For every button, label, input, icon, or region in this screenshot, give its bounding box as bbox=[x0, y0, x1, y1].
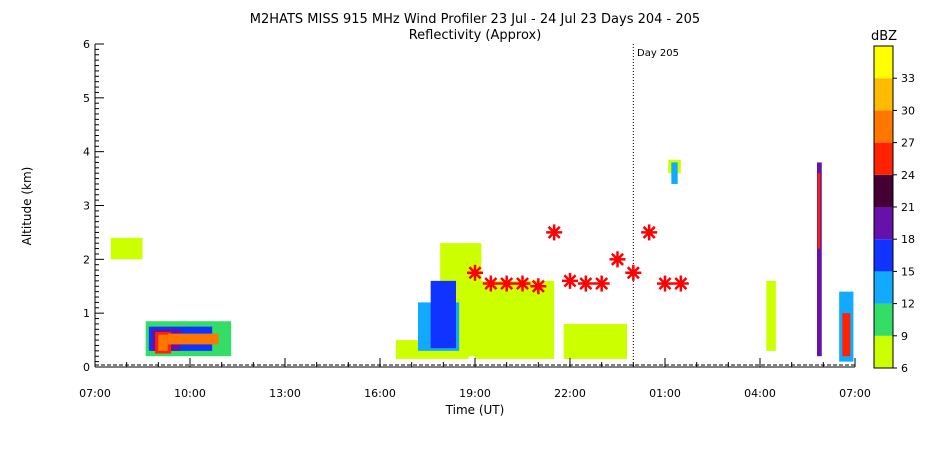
marker-stroke bbox=[531, 279, 545, 293]
marker-asterisk bbox=[482, 275, 499, 292]
colorbar-bin bbox=[874, 142, 893, 175]
marker-stroke bbox=[626, 266, 640, 280]
marker-stroke bbox=[516, 277, 529, 291]
y-tick-label: 3 bbox=[83, 200, 90, 213]
marker-stroke bbox=[468, 266, 482, 280]
reflectivity-region bbox=[817, 162, 822, 357]
marker-asterisk bbox=[562, 272, 578, 289]
marker-asterisk bbox=[530, 278, 547, 295]
reflectivity-region bbox=[842, 313, 851, 357]
marker-stroke bbox=[500, 277, 514, 291]
marker-stroke bbox=[674, 277, 688, 291]
marker-stroke bbox=[547, 225, 561, 239]
marker-stroke bbox=[642, 225, 656, 239]
x-tick-label: 04:00 bbox=[744, 387, 776, 400]
chart-subtitle: Reflectivity (Approx) bbox=[409, 28, 542, 43]
axes: 0 1 2 3 4 5 6 07:00 10:00 13:00 16:00 19:00 22:00 01:… bbox=[79, 38, 871, 400]
y-tick-label: 0 bbox=[83, 361, 90, 374]
reflectivity-region bbox=[430, 280, 456, 349]
reflectivity-region bbox=[167, 333, 219, 345]
marker-stroke bbox=[611, 252, 624, 266]
marker-asterisk bbox=[593, 275, 610, 292]
reflectivity-region bbox=[766, 280, 776, 351]
marker-asterisk bbox=[672, 275, 689, 292]
day-marker-label: Day 205 bbox=[637, 48, 679, 59]
colorbar-bin bbox=[874, 174, 893, 207]
colorbar-bin bbox=[874, 239, 893, 272]
colorbar-bin bbox=[874, 110, 893, 143]
y-tick-label: 5 bbox=[83, 92, 90, 105]
colorbar-bin bbox=[874, 303, 893, 336]
reflectivity-region bbox=[475, 280, 555, 359]
y-axis-label: Altitude (km) bbox=[20, 167, 34, 246]
marker-asterisk bbox=[625, 264, 642, 281]
y-tick-label: 4 bbox=[83, 146, 90, 159]
colorbar-bin bbox=[874, 207, 893, 240]
marker-asterisk bbox=[546, 224, 563, 241]
marker-stroke bbox=[484, 277, 498, 291]
x-tick-label: 13:00 bbox=[269, 387, 301, 400]
y-tick-label: 6 bbox=[83, 38, 90, 51]
marker-stroke bbox=[658, 277, 672, 291]
marker-asterisk bbox=[467, 264, 483, 281]
x-tick-label: 16:00 bbox=[364, 387, 396, 400]
x-axis-label: Time (UT) bbox=[445, 403, 505, 417]
marker-asterisk bbox=[514, 275, 531, 292]
x-tick-label: 22:00 bbox=[554, 387, 586, 400]
marker-stroke bbox=[595, 277, 609, 291]
colorbar-bin bbox=[874, 46, 893, 79]
marker-asterisk bbox=[498, 275, 515, 292]
colorbar: 6 9 12 15 18 21 24 27 30 33 bbox=[873, 45, 915, 375]
x-tick-label: 01:00 bbox=[649, 387, 681, 400]
marker-asterisk bbox=[641, 224, 658, 241]
x-tick-label: 10:00 bbox=[174, 387, 206, 400]
colorbar-tick-label: 24 bbox=[901, 169, 915, 182]
x-tick-label: 07:00 bbox=[839, 387, 871, 400]
x-tick-label: 19:00 bbox=[459, 387, 491, 400]
colorbar-title: dBZ bbox=[871, 29, 897, 44]
marker-stroke bbox=[579, 277, 593, 291]
colorbar-tick-label: 6 bbox=[901, 362, 908, 375]
chart-title: M2HATS MISS 915 MHz Wind Profiler 23 Jul… bbox=[250, 12, 700, 27]
colorbar-tick-label: 9 bbox=[901, 330, 908, 343]
colorbar-tick-label: 12 bbox=[901, 298, 915, 311]
marker-asterisk bbox=[577, 275, 594, 292]
marker-stroke bbox=[563, 274, 577, 288]
colorbar-tick-label: 21 bbox=[901, 201, 915, 214]
colorbar-tick-label: 33 bbox=[901, 72, 915, 85]
y-tick-label: 1 bbox=[83, 307, 90, 320]
colorbar-tick-label: 18 bbox=[901, 233, 915, 246]
y-tick-label: 2 bbox=[83, 253, 90, 266]
marker-asterisk bbox=[657, 275, 673, 292]
colorbar-bin bbox=[874, 335, 893, 368]
reflectivity-region bbox=[110, 237, 143, 260]
colorbar-tick-label: 15 bbox=[901, 265, 915, 278]
colorbar-bin bbox=[874, 271, 893, 304]
colorbar-tick-label: 27 bbox=[901, 137, 915, 150]
reflectivity-region bbox=[563, 323, 627, 359]
reflectivity-region bbox=[671, 162, 678, 184]
x-tick-label: 07:00 bbox=[79, 387, 111, 400]
plot-area bbox=[95, 44, 855, 367]
marker-asterisk bbox=[609, 251, 626, 268]
colorbar-tick-label: 30 bbox=[901, 104, 915, 117]
reflectivity-region bbox=[158, 334, 168, 351]
reflectivity-region bbox=[817, 173, 821, 249]
colorbar-bin bbox=[874, 78, 893, 111]
